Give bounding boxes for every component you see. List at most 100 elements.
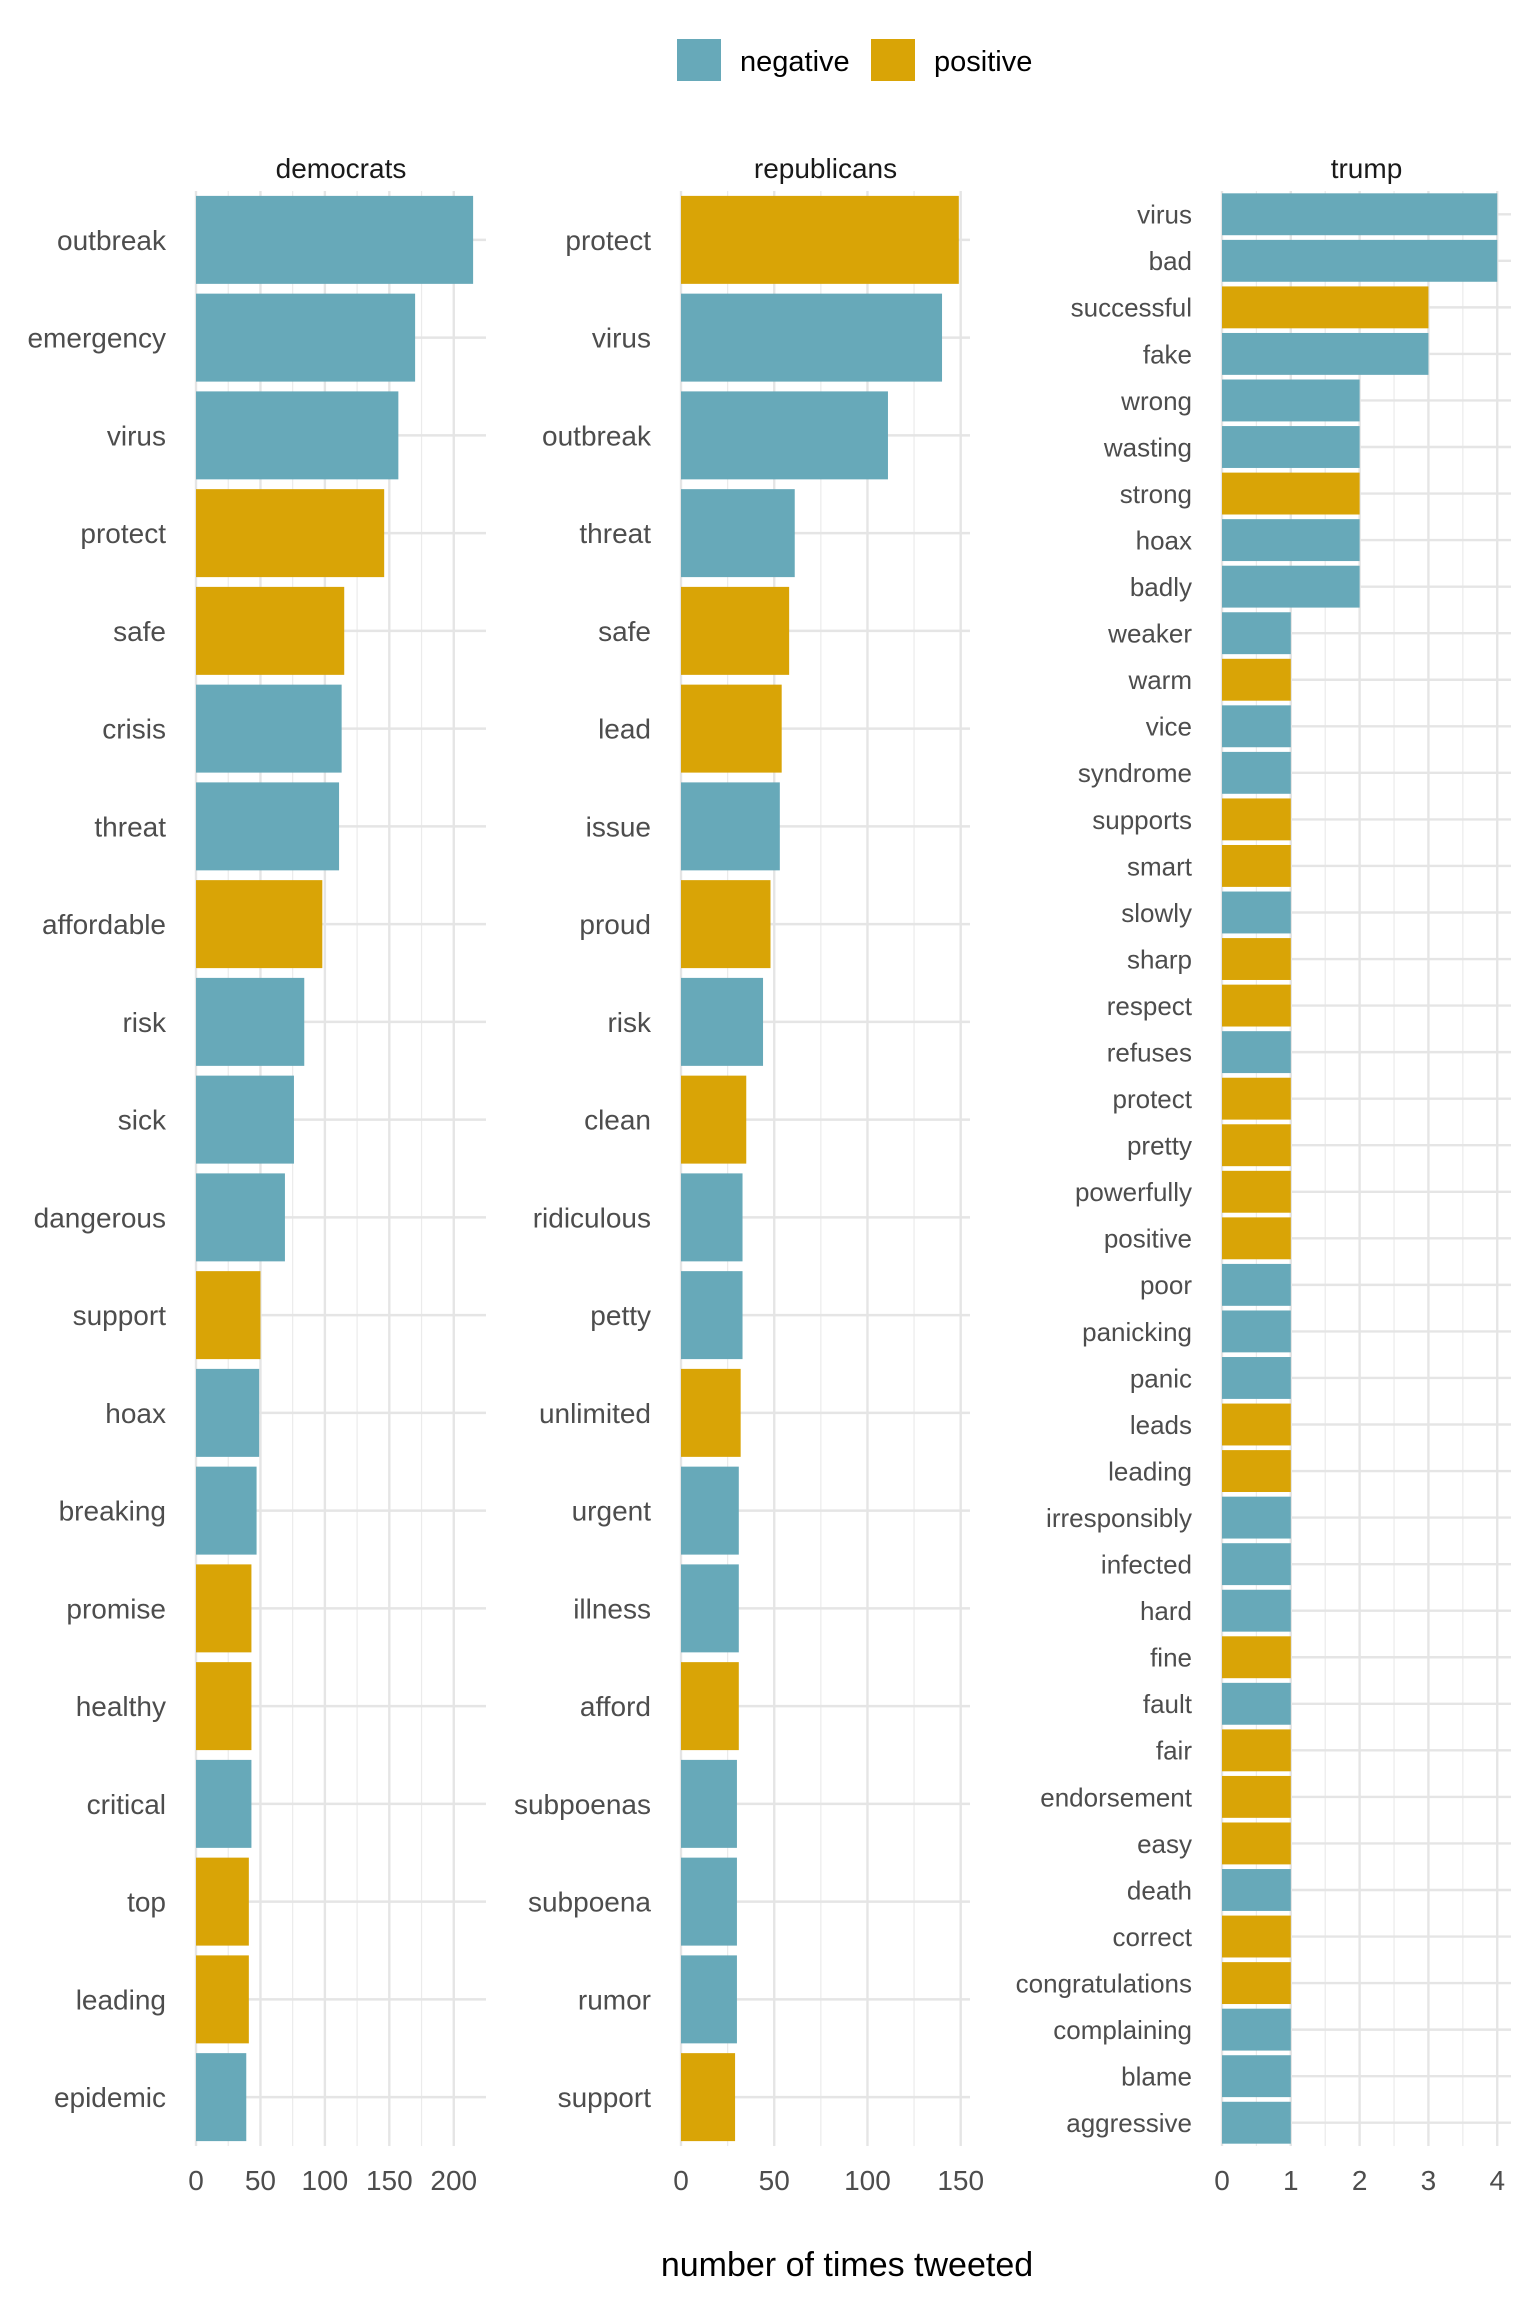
category-label: fair [1156,1736,1192,1766]
x-tick-label: 150 [366,2165,413,2196]
category-label: dangerous [34,1202,166,1233]
category-label: protect [80,518,166,549]
bar-trump-respect [1222,984,1291,1027]
bar-republicans-subpoena [681,1857,737,1946]
bar-republicans-safe [681,586,790,675]
category-label: wrong [1120,386,1192,416]
category-label: safe [598,616,651,647]
category-label: issue [586,811,651,842]
category-label: outbreak [542,420,652,451]
category-label: promise [66,1593,166,1624]
bar-trump-powerfully [1222,1170,1291,1213]
category-label: powerfully [1075,1177,1192,1207]
category-label: endorsement [1040,1782,1193,1812]
category-label: crisis [102,714,166,745]
bar-trump-slowly [1222,891,1291,934]
bar-trump-leads [1222,1403,1291,1446]
bar-trump-strong [1222,472,1360,515]
bar-democrats-protect [196,489,385,578]
category-label: support [558,2082,652,2113]
bar-democrats-outbreak [196,195,474,284]
bar-trump-leading [1222,1450,1291,1493]
bar-democrats-support [196,1271,261,1360]
x-tick-label: 3 [1421,2165,1437,2196]
x-tick-label: 4 [1489,2165,1505,2196]
bar-democrats-top [196,1857,249,1946]
x-tick-label: 100 [302,2165,349,2196]
category-label: virus [592,323,651,354]
bar-republicans-outbreak [681,391,888,480]
x-tick-label: 100 [844,2165,891,2196]
bar-democrats-sick [196,1075,294,1164]
bar-republicans-illness [681,1564,739,1653]
category-label: threat [579,518,651,549]
category-label: slowly [1121,898,1192,928]
bar-trump-successful [1222,286,1429,329]
bar-democrats-leading [196,1955,249,2044]
category-label: complaining [1053,2015,1192,2045]
bar-republicans-urgent [681,1466,739,1555]
bar-trump-warm [1222,658,1291,701]
bar-republicans-ridiculous [681,1173,743,1262]
x-axis-title: number of times tweeted [661,2246,1033,2284]
bar-trump-weaker [1222,612,1291,655]
bar-democrats-risk [196,977,305,1066]
category-label: sick [118,1105,167,1136]
bar-trump-badly [1222,565,1360,608]
x-tick-label: 200 [430,2165,477,2196]
bar-republicans-lead [681,684,782,773]
category-label: subpoenas [514,1789,651,1820]
category-label: clean [584,1105,651,1136]
category-label: correct [1113,1922,1193,1952]
category-label: infected [1101,1550,1192,1580]
bar-trump-syndrome [1222,751,1291,794]
bar-democrats-promise [196,1564,252,1653]
category-label: virus [107,420,166,451]
bar-democrats-emergency [196,293,416,382]
bar-republicans-unlimited [681,1368,741,1457]
category-label: healthy [76,1691,166,1722]
category-label: sharp [1127,944,1192,974]
x-tick-label: 0 [673,2165,689,2196]
bar-republicans-clean [681,1075,747,1164]
bar-trump-hoax [1222,519,1360,562]
category-label: syndrome [1078,758,1192,788]
category-label: lead [598,714,651,745]
facet-panels: outbreak emergency virus protect safe crisis t… [27,153,1511,2196]
bar-trump-vice [1222,705,1291,748]
bar-trump-poor [1222,1263,1291,1306]
bar-republicans-issue [681,782,780,871]
bar-democrats-crisis [196,684,342,773]
bar-democrats-healthy [196,1662,252,1751]
bar-trump-complaining [1222,2008,1291,2051]
bar-trump-panic [1222,1357,1291,1399]
bar-trump-aggressive [1222,2101,1291,2144]
legend-swatch-negative [677,39,721,81]
panel-title: democrats [276,153,407,184]
legend-swatch-positive [871,39,915,81]
category-label: easy [1137,1829,1192,1859]
bar-trump-death [1222,1869,1291,1911]
category-label: proud [579,909,651,940]
category-label: top [127,1887,166,1918]
bar-trump-wrong [1222,379,1360,422]
category-label: risk [122,1007,167,1038]
bar-democrats-dangerous [196,1173,285,1262]
category-label: hoax [105,1398,166,1429]
bar-trump-positive [1222,1217,1291,1260]
legend-label-negative: negative [740,46,850,78]
category-label: bad [1149,246,1192,276]
bar-democrats-epidemic [196,2053,247,2142]
x-tick-label: 2 [1352,2165,1368,2196]
bar-trump-pretty [1222,1124,1291,1167]
category-label: refuses [1107,1037,1192,1067]
category-label: fine [1150,1643,1192,1673]
category-label: smart [1127,851,1193,881]
x-tick-label: 50 [759,2165,790,2196]
bar-trump-infected [1222,1543,1291,1586]
category-label: respect [1107,991,1193,1021]
bar-trump-irresponsibly [1222,1496,1291,1539]
category-label: vice [1146,712,1192,742]
legend-label-positive: positive [934,46,1032,78]
category-label: supports [1092,805,1192,835]
